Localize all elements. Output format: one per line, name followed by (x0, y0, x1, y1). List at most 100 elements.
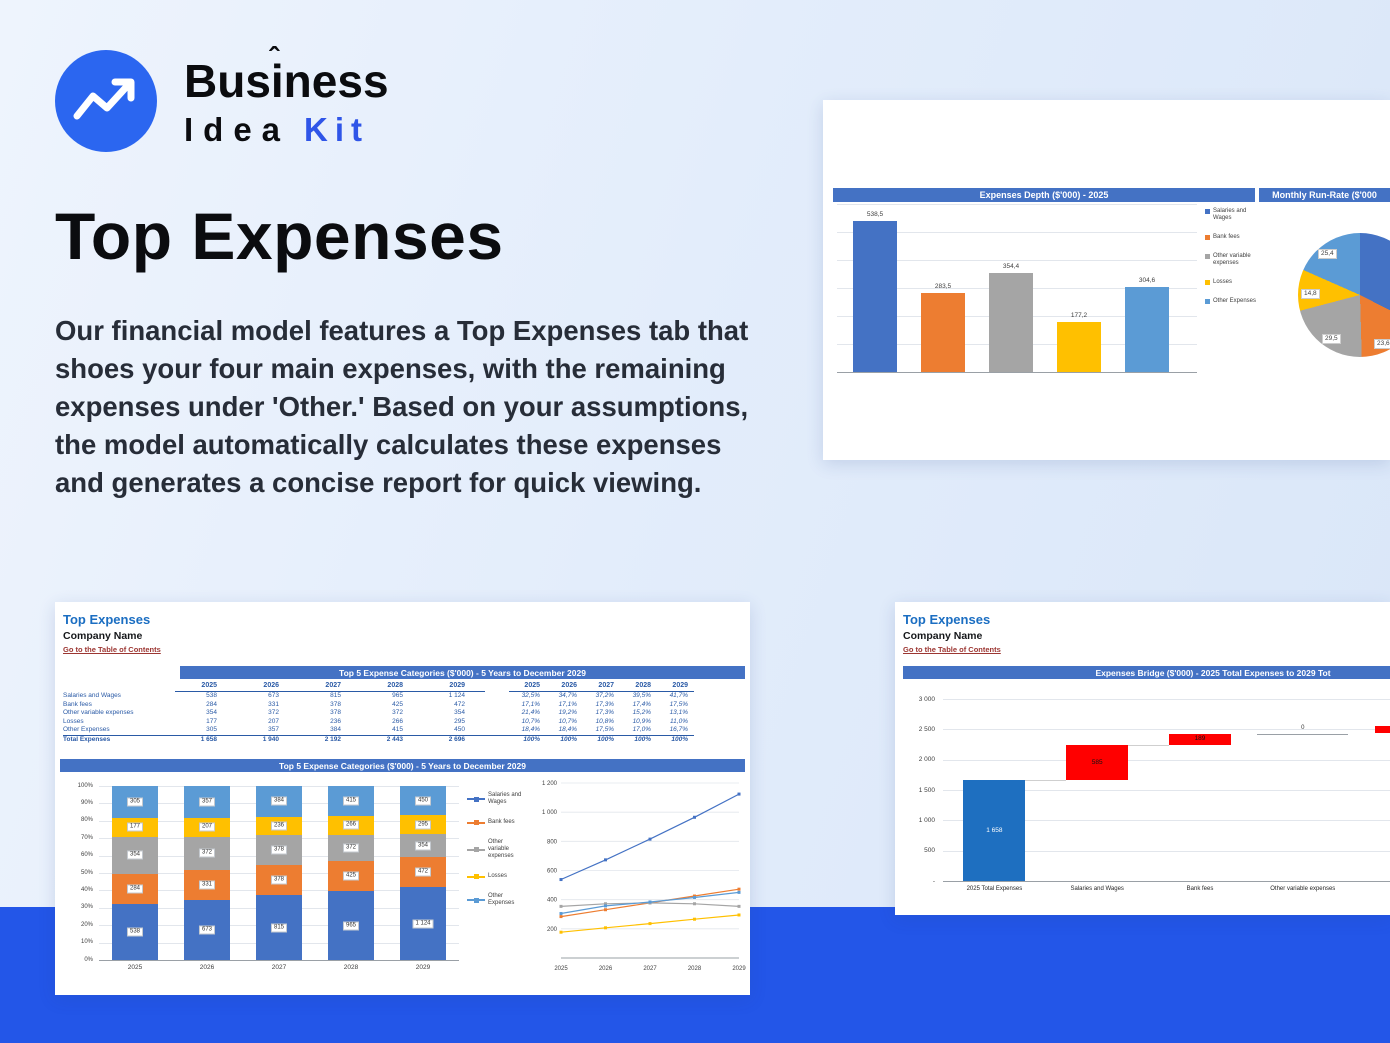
brand-word-idea: Idea (184, 111, 291, 148)
grid-line (837, 232, 1197, 233)
data-point (604, 902, 607, 906)
y-axis-label: 3 000 (918, 695, 935, 703)
share-cell: 100% (583, 734, 620, 745)
value-cell: 965 (392, 692, 403, 699)
row-label: Other Expenses (63, 726, 110, 733)
page-description: Our financial model features a Top Expen… (55, 315, 749, 498)
value-cell: 1 658 (175, 734, 237, 745)
share-cell: 11,0% (670, 717, 688, 725)
y-axis-label: 30% (80, 904, 93, 911)
bar-segment: 284 (112, 873, 158, 904)
bar-value-label: 177,2 (1070, 312, 1088, 320)
gap-cell (485, 726, 509, 735)
data-point (559, 904, 563, 908)
bar-segment: 372 (328, 834, 374, 862)
value-cell: 372 (392, 709, 403, 716)
gap-cell (485, 692, 509, 701)
runrate-chart-header: Monthly Run-Rate ($'000 (1259, 188, 1390, 202)
y-axis-label: 80% (80, 817, 93, 824)
legend-marker-point (474, 847, 479, 852)
legend-label: Bank fees (1213, 234, 1240, 240)
brand-name-bottom: Idea Kit (184, 111, 389, 149)
legend-label: Other variable expenses (488, 839, 514, 859)
segment-value-label: 372 (198, 848, 216, 858)
x-axis-line (99, 960, 459, 961)
brand-header: Business ˆ Idea Kit (55, 44, 389, 157)
stacked-chart-header: Top 5 Expense Categories ($'000) - 5 Yea… (60, 759, 745, 772)
grid-line (943, 850, 1390, 852)
bar-segment: 673 (184, 899, 230, 960)
toc-link[interactable]: Go to the Table of Contents (63, 645, 161, 654)
value-cell: 2 696 (423, 734, 485, 745)
value-cell: 2 192 (299, 734, 361, 745)
segment-value-label: 378 (270, 845, 288, 855)
grid-line (837, 260, 1197, 261)
y-axis-label: 90% (80, 799, 93, 806)
waterfall-chart: 1 658 2025 Total Expenses 585 Salaries and … (901, 694, 1390, 912)
share-cell: 16,7% (669, 726, 688, 733)
value-cell: 357 (268, 726, 279, 733)
share-cell: 18,4% (521, 726, 540, 733)
row-label: Bank fees (63, 700, 92, 708)
bar-segment: 450 (400, 786, 446, 816)
share-cell: 21,4% (521, 709, 540, 716)
gap-cell (485, 709, 509, 718)
data-point (693, 917, 696, 921)
legend-item: Bank fees (467, 819, 525, 826)
year-header: 2025 (175, 682, 237, 692)
depth-bar-chart: 538,5 283,5 354,4 177,2 304,6 (837, 204, 1197, 373)
line-chart: 200 400 600 800 1 000 1 200 2025 2026 2027 2028 20… (542, 781, 746, 972)
data-point (737, 792, 741, 796)
share-cell: 100% (509, 734, 546, 745)
waterfall-bar (963, 780, 1026, 881)
legend-item: Salaries and Wages (467, 792, 525, 806)
share-cell: 17,1% (521, 700, 540, 708)
x-axis-label: 2029 (415, 964, 431, 971)
share-cell: 15,2% (632, 709, 651, 716)
bar-segment: 815 (256, 895, 302, 960)
share-cell: 18,4% (558, 726, 577, 733)
pie-value-label: 29,5 (1322, 334, 1341, 344)
legend-item: Bank fees (1205, 234, 1261, 241)
data-point (693, 902, 696, 906)
bar-segment: 378 (256, 865, 302, 896)
stacked-bar: 815 378 378 236 384 (256, 786, 302, 960)
pie-value-label: 23,6 (1374, 339, 1390, 349)
bar-value-label: 585 (1091, 758, 1103, 766)
bar-segment: 354 (400, 834, 446, 857)
y-axis-label: 1 200 (542, 781, 558, 787)
y-axis-label: 1 000 (542, 810, 558, 816)
data-point (737, 887, 741, 891)
data-point (604, 926, 607, 930)
share-cell: 32,5% (521, 692, 540, 699)
toc-link[interactable]: Go to the Table of Contents (903, 645, 1001, 654)
x-axis-label: 2027 (271, 964, 287, 971)
x-axis-label: 2025 (554, 966, 568, 972)
bar-value-label: 354,4 (1002, 262, 1020, 270)
data-point (559, 930, 563, 934)
legend-label: Other variable expenses (1213, 253, 1251, 266)
y-axis-label: 1 500 (918, 786, 935, 794)
share-cell: 39,5% (632, 692, 651, 699)
legend-label: Losses (488, 873, 508, 879)
year-header: 2025 (509, 682, 546, 692)
depth-chart-header: Expenses Depth ($'000) - 2025 (833, 188, 1255, 202)
year-header: 2029 (657, 682, 694, 692)
y-axis-label: 0% (84, 956, 93, 963)
segment-value-label: 357 (198, 797, 216, 807)
line-series (560, 793, 740, 881)
share-cell: 17,4% (632, 700, 651, 708)
value-cell: 354 (206, 709, 217, 716)
segment-value-label: 673 (198, 925, 216, 935)
x-axis-label: 2028 (343, 964, 359, 971)
data-point (604, 858, 607, 862)
row-label: Other variable expenses (63, 709, 134, 716)
value-cell: 538 (206, 692, 217, 699)
segment-value-label: 815 (270, 923, 288, 933)
share-cell: 17,5% (669, 700, 688, 708)
value-cell: 378 (330, 709, 341, 716)
legend-label: Salaries and Wages (488, 792, 522, 805)
share-cell: 100% (657, 734, 694, 745)
value-cell: 266 (392, 717, 403, 725)
segment-value-label: 354 (126, 850, 144, 860)
